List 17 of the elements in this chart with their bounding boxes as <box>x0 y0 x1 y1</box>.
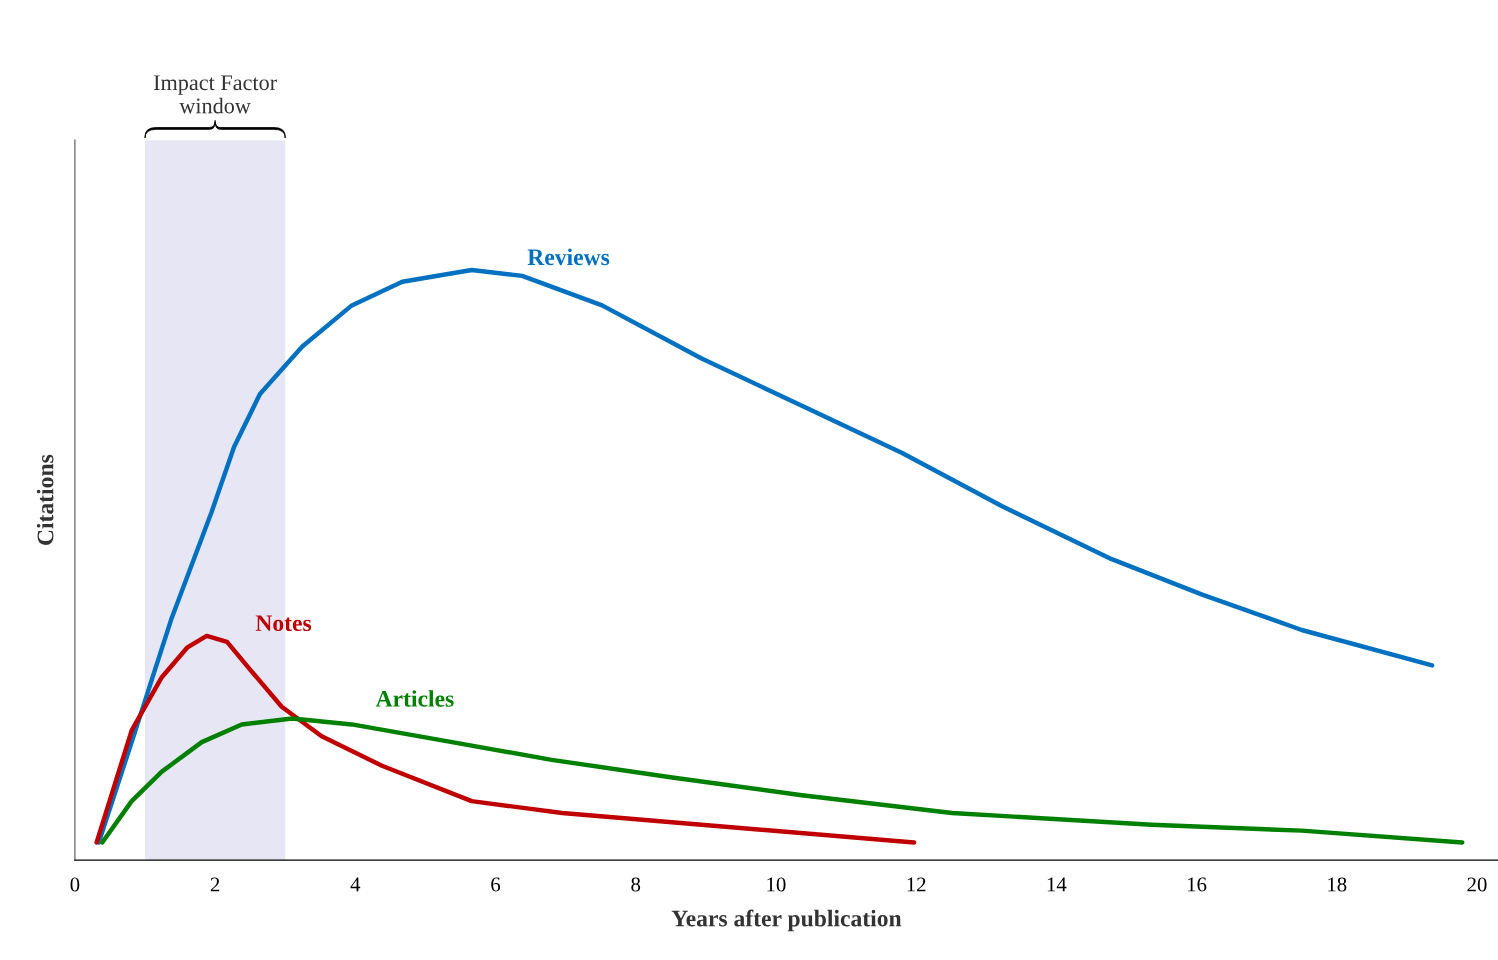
x-tick-label: 8 <box>631 877 641 892</box>
x-tick-label: 18 <box>1328 877 1347 892</box>
x-tick-label: 0 <box>70 877 80 892</box>
x-tick-label: 2 <box>210 877 220 892</box>
x-tick-label: 20 <box>1467 877 1487 892</box>
band-label: Impact Factor window <box>153 75 277 114</box>
series-label: Notes <box>255 615 312 632</box>
x-tick-label: 4 <box>350 877 361 892</box>
x-tick-label: 10 <box>767 877 786 892</box>
x-tick-label: 14 <box>1047 877 1067 892</box>
x-tick-label: 16 <box>1187 877 1207 892</box>
x-tick-label: 12 <box>907 877 926 892</box>
x-tick-label: 6 <box>491 877 501 892</box>
x-axis-title: Years after publication <box>671 909 902 932</box>
y-axis-title: Citations <box>36 454 54 545</box>
series-label: Articles <box>375 690 454 707</box>
series-label: Reviews <box>527 248 610 266</box>
